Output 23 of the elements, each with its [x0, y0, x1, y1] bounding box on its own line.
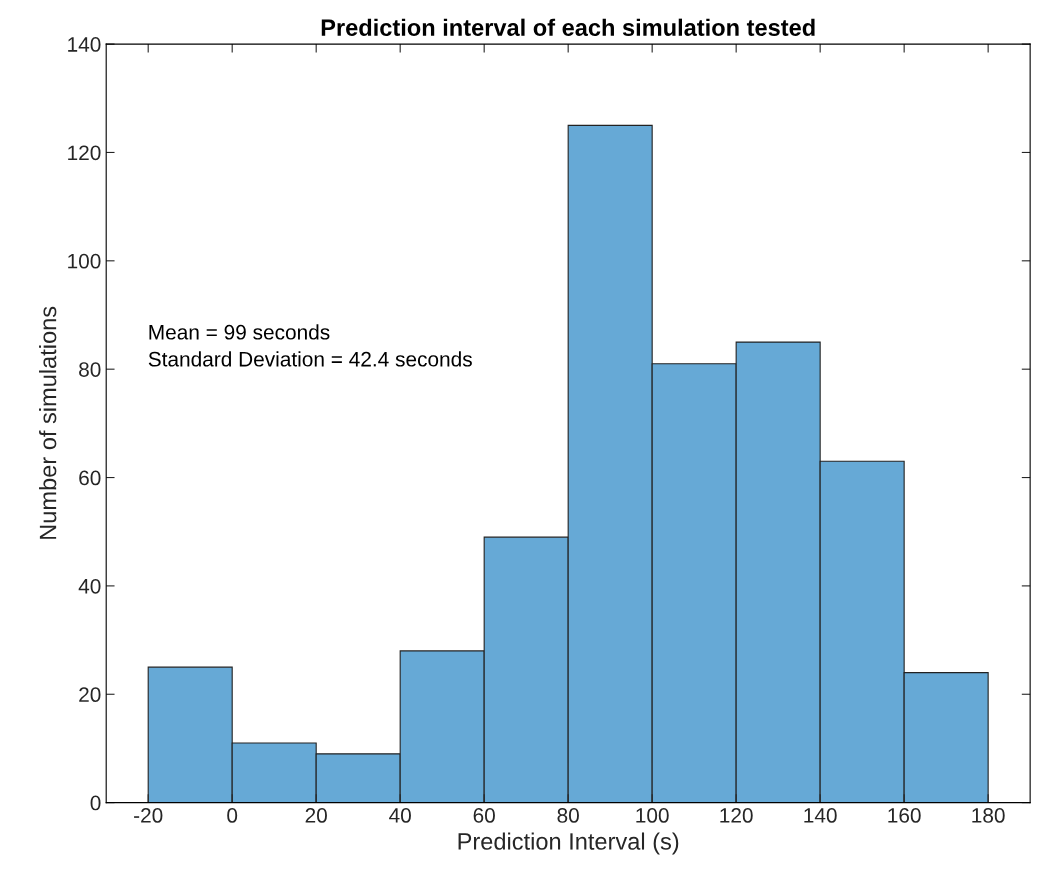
x-tick-label: -20 — [134, 808, 163, 823]
x-tick-label: 100 — [636, 808, 669, 823]
y-axis-title: Number of simulations — [39, 306, 57, 539]
x-tick-label: 20 — [305, 808, 327, 823]
x-tick-label: 180 — [972, 808, 1005, 823]
y-tick-label: 0 — [90, 795, 101, 811]
y-tick-label: 120 — [68, 145, 101, 161]
y-tick-label: 20 — [79, 687, 101, 703]
y-tick-label: 140 — [68, 37, 101, 52]
x-tick-label: 160 — [888, 808, 921, 823]
x-tick-label: 40 — [389, 808, 411, 823]
x-tick-label: 80 — [557, 808, 579, 823]
annotation: Mean = 99 seconds Standard Deviation = 42.4 seconds — [148, 324, 472, 367]
x-tick-label: 0 — [227, 808, 238, 823]
y-tick-label: 60 — [79, 470, 101, 486]
x-tick-label: 140 — [804, 808, 837, 823]
chart-title: Prediction interval of each simulation tested — [321, 18, 815, 36]
x-tick-label: 60 — [473, 808, 495, 823]
y-tick-label: 40 — [78, 578, 101, 594]
y-tick-label: 100 — [68, 253, 101, 269]
x-tick-label: 120 — [720, 808, 753, 823]
y-tick-label: 80 — [79, 362, 101, 377]
x-axis-title: Prediction Interval (s) — [458, 832, 679, 855]
